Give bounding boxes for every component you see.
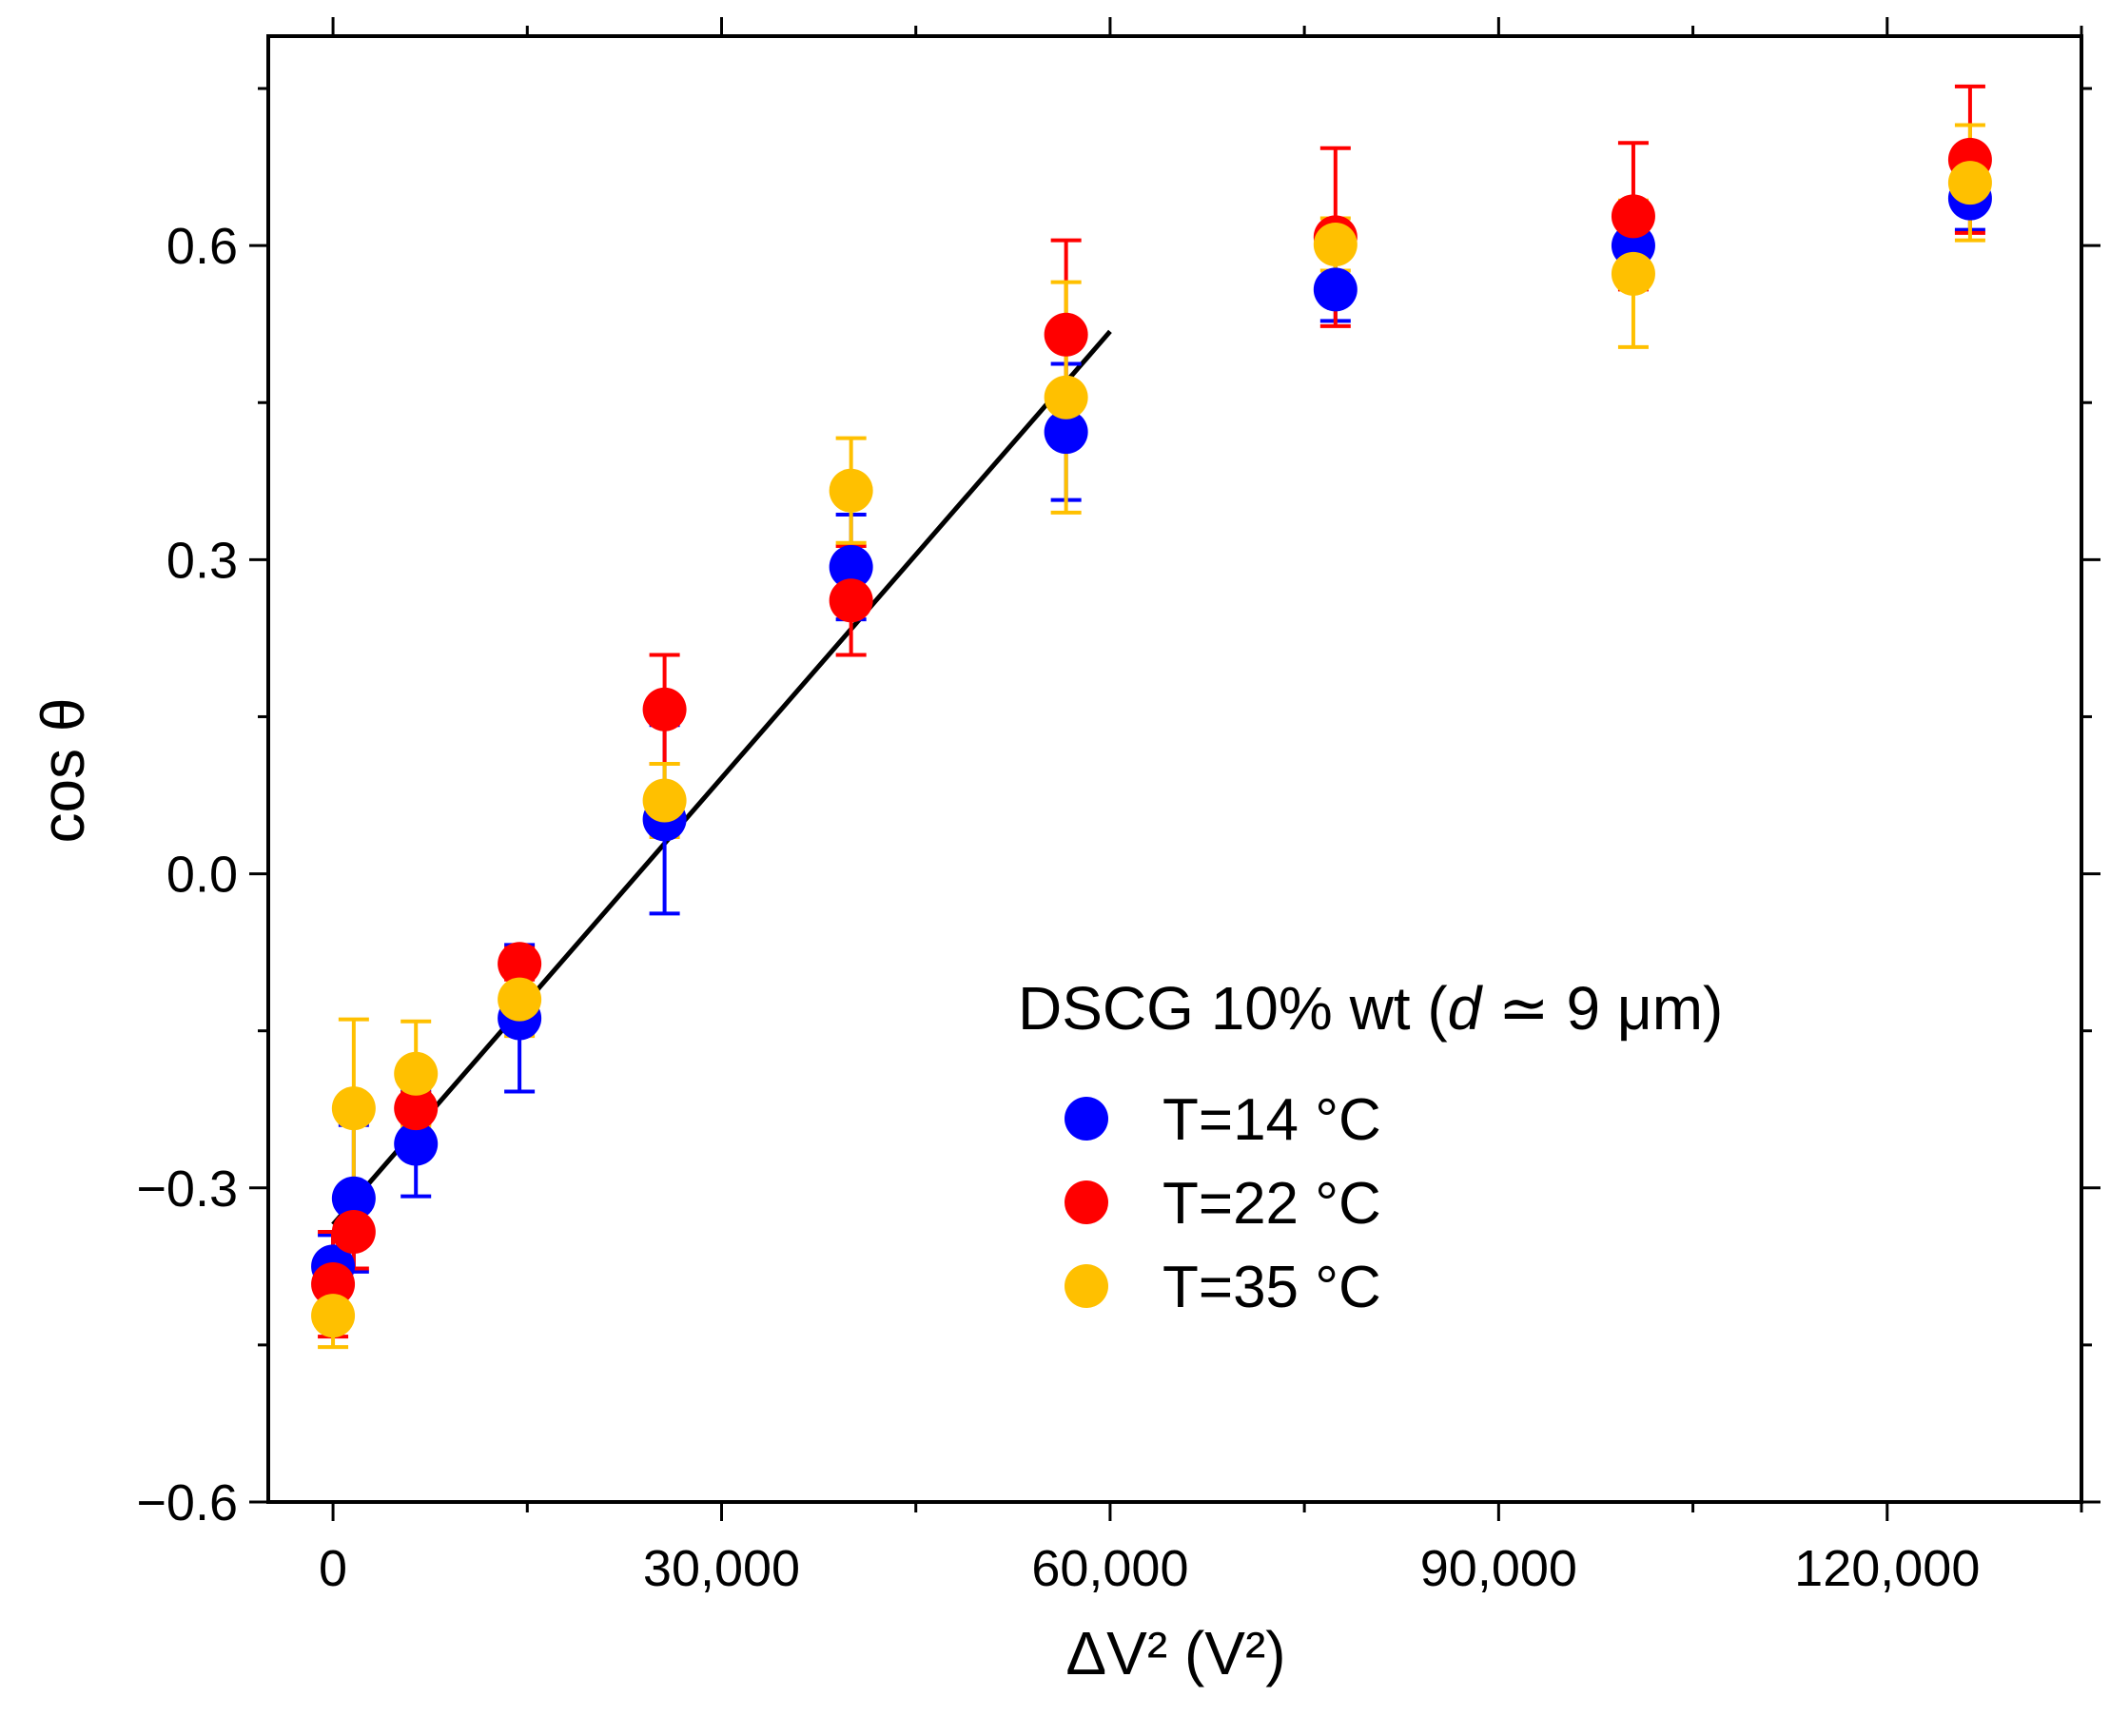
data-point-22: [331, 1210, 376, 1255]
data-point-35: [1313, 223, 1358, 267]
legend: T=14 °C T=22 °C T=35 °C: [1065, 1087, 1381, 1320]
data-point-35: [642, 778, 687, 823]
data-point-22: [1044, 312, 1088, 357]
data-point-22: [498, 942, 542, 986]
data-points: [311, 137, 1992, 1338]
data-point-35: [829, 468, 873, 513]
legend-marker: [1065, 1264, 1108, 1308]
x-tick-label: 120,000: [1794, 1540, 1980, 1597]
data-point-35: [394, 1051, 439, 1096]
y-axis-label: cos θ: [29, 698, 97, 844]
data-point-35: [311, 1294, 356, 1338]
fit-line: [331, 329, 1112, 1226]
legend-label: T=35 °C: [1162, 1255, 1381, 1320]
legend-marker: [1065, 1097, 1108, 1141]
y-tick-label: 0.3: [166, 532, 238, 589]
fit-line-group: [331, 329, 1112, 1226]
data-point-35: [1044, 375, 1088, 419]
plot-frame: [266, 34, 2083, 1504]
data-point-22: [642, 687, 687, 731]
legend-title-prefix: DSCG 10% wt (: [1018, 974, 1448, 1043]
data-point-14: [829, 545, 873, 590]
data-point-35: [498, 977, 542, 1022]
x-tick-label: 90,000: [1420, 1540, 1577, 1597]
data-point-22: [394, 1086, 439, 1131]
y-tick-label: 0.6: [166, 218, 238, 275]
data-point-35: [331, 1086, 376, 1131]
y-tick-label: −0.6: [136, 1474, 238, 1531]
data-point-35: [1611, 251, 1655, 296]
error-bars: [318, 84, 1985, 1350]
data-point-22: [311, 1262, 356, 1307]
x-tick-label: 60,000: [1031, 1540, 1188, 1597]
legend-label: T=14 °C: [1162, 1087, 1381, 1153]
x-tick-label: 0: [319, 1540, 347, 1597]
legend-label: T=22 °C: [1162, 1171, 1381, 1237]
data-point-35: [1947, 161, 1992, 205]
legend-title: DSCG 10% wt (d ≃ 9 μm): [1018, 974, 1723, 1043]
y-tick-label: 0.0: [166, 847, 238, 904]
y-tick-label: −0.3: [136, 1161, 238, 1218]
x-axis-label: ΔV² (V²): [1065, 1619, 1285, 1687]
axis-ticks: [249, 17, 2100, 1521]
legend-marker: [1065, 1180, 1108, 1224]
legend-title-suffix: ≃ 9 μm): [1481, 974, 1723, 1043]
legend-title-var: d: [1448, 974, 1484, 1043]
data-point-22: [1611, 194, 1655, 239]
data-point-14: [331, 1176, 376, 1220]
data-point-14: [1313, 267, 1358, 312]
data-point-14: [394, 1122, 439, 1166]
tick-labels: 0 30,000 60,000 90,000 120,000 −0.6 −0.3 0.0 0.3…: [136, 218, 1980, 1597]
data-point-22: [829, 578, 873, 623]
x-tick-label: 30,000: [643, 1540, 800, 1597]
data-point-14: [1044, 410, 1088, 455]
